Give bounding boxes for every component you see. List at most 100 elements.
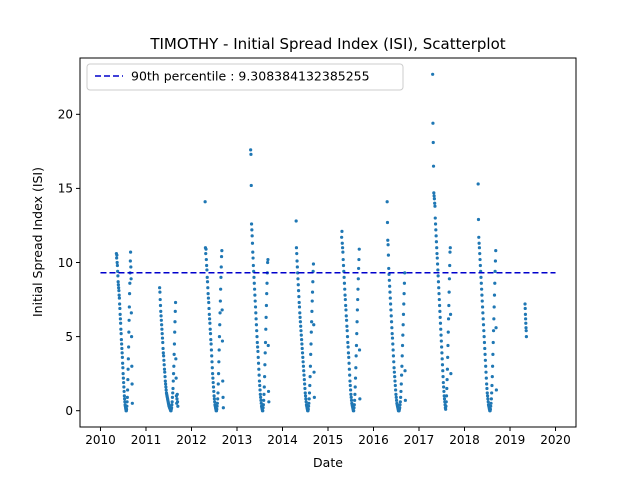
data-point <box>128 259 132 263</box>
data-point <box>207 312 211 316</box>
data-point <box>346 351 351 355</box>
data-point <box>386 243 390 247</box>
data-point <box>301 355 305 359</box>
data-point <box>249 148 253 152</box>
data-point <box>265 281 269 285</box>
data-point <box>355 308 359 312</box>
data-point <box>432 191 436 195</box>
data-point <box>490 375 494 379</box>
data-point <box>433 201 437 205</box>
data-point <box>265 292 269 296</box>
data-point <box>392 360 396 364</box>
data-point <box>127 305 131 309</box>
data-point <box>442 394 446 398</box>
data-point <box>220 339 225 343</box>
data-point <box>477 241 481 245</box>
data-point <box>210 354 214 358</box>
data-point <box>249 222 254 226</box>
data-point <box>400 364 404 368</box>
data-point <box>480 287 484 291</box>
data-point <box>392 370 396 374</box>
data-point <box>263 351 267 355</box>
chart-title: TIMOTHY - Initial Spread Index (ISI), Sc… <box>149 35 505 53</box>
data-point <box>403 369 407 373</box>
data-point <box>158 290 162 294</box>
data-point <box>158 286 162 290</box>
data-point <box>206 292 210 296</box>
data-point <box>302 373 306 377</box>
data-point <box>492 317 496 321</box>
data-point <box>344 303 348 308</box>
data-point <box>121 372 125 376</box>
data-point <box>344 318 349 322</box>
data-point <box>162 367 167 371</box>
data-point <box>433 216 437 220</box>
data-point <box>297 305 302 309</box>
data-point <box>170 395 175 399</box>
data-point <box>295 252 299 256</box>
data-point <box>391 342 395 346</box>
data-point <box>439 339 443 343</box>
data-point <box>217 360 221 364</box>
data-point <box>207 300 211 305</box>
data-point <box>394 395 398 399</box>
data-point <box>212 394 216 398</box>
data-point <box>301 364 306 368</box>
data-point <box>304 400 308 404</box>
data-point <box>349 398 354 402</box>
data-point <box>122 389 126 394</box>
data-point <box>164 385 168 389</box>
data-point <box>119 321 123 325</box>
data-point <box>449 372 453 376</box>
data-point <box>255 335 259 339</box>
data-point <box>483 358 487 362</box>
data-point <box>208 321 212 325</box>
data-point <box>252 287 257 291</box>
data-point <box>171 379 175 383</box>
data-point <box>357 266 361 271</box>
data-point <box>385 220 390 225</box>
data-point <box>444 400 448 404</box>
data-point <box>432 197 436 201</box>
data-point <box>249 183 253 188</box>
data-point <box>439 333 443 337</box>
data-point <box>171 372 176 376</box>
data-point <box>447 303 451 308</box>
data-point <box>298 315 302 319</box>
data-point <box>211 376 215 380</box>
data-point <box>442 385 446 389</box>
data-point <box>357 348 362 352</box>
data-point <box>122 380 126 385</box>
data-point <box>448 250 452 254</box>
data-point <box>256 355 260 359</box>
data-point <box>307 397 311 401</box>
data-point <box>125 404 129 408</box>
data-point <box>253 305 258 309</box>
data-point <box>390 336 395 340</box>
data-point <box>347 355 351 359</box>
data-point <box>346 345 350 349</box>
data-point <box>172 342 177 346</box>
data-point <box>399 395 403 399</box>
data-point <box>394 392 398 396</box>
data-point <box>170 400 174 404</box>
data-point <box>219 265 223 269</box>
data-point <box>348 379 352 383</box>
data-point <box>130 382 134 386</box>
data-point <box>479 281 483 285</box>
data-point <box>446 355 450 359</box>
data-point <box>344 308 348 312</box>
data-point <box>205 280 210 284</box>
data-point <box>478 252 482 256</box>
data-point <box>209 348 213 352</box>
x-tick-label: 2012 <box>176 433 207 447</box>
data-point <box>484 376 488 380</box>
data-point <box>432 194 436 198</box>
data-point <box>125 395 129 399</box>
data-point <box>256 361 261 365</box>
data-point <box>296 289 301 293</box>
data-point <box>258 383 262 388</box>
data-point <box>217 348 221 352</box>
x-tick-label: 2016 <box>358 433 389 447</box>
legend-box <box>86 63 404 91</box>
